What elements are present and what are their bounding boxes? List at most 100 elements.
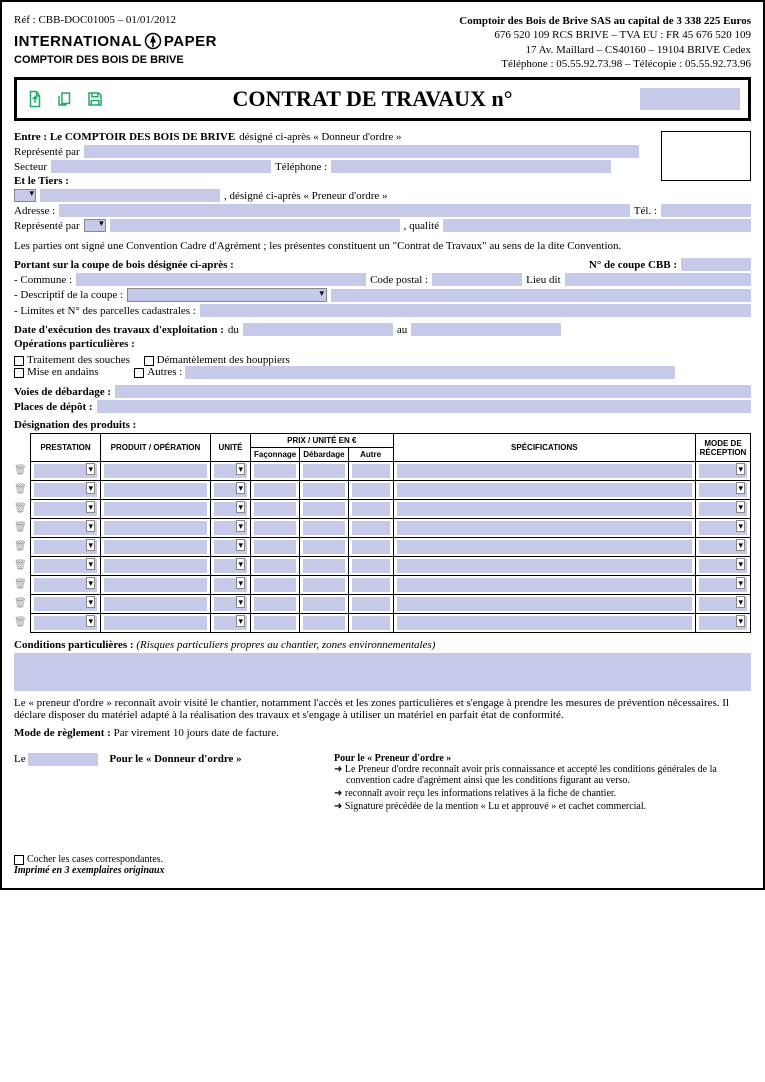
qualite-field[interactable] bbox=[443, 219, 751, 232]
date-du-field[interactable] bbox=[243, 323, 393, 336]
autre-field[interactable] bbox=[352, 616, 390, 630]
autre-field[interactable] bbox=[352, 540, 390, 554]
mode-select[interactable] bbox=[699, 521, 747, 535]
codepostal-field[interactable] bbox=[432, 273, 522, 286]
prestation-select[interactable] bbox=[34, 597, 97, 611]
prestation-select[interactable] bbox=[34, 464, 97, 478]
spec-field[interactable] bbox=[397, 464, 692, 478]
adresse-field[interactable] bbox=[59, 204, 630, 217]
mode-select[interactable] bbox=[699, 559, 747, 573]
produit-field[interactable] bbox=[104, 559, 207, 573]
conditions-field[interactable] bbox=[14, 653, 751, 691]
unite-select[interactable] bbox=[214, 502, 247, 516]
spec-field[interactable] bbox=[397, 578, 692, 592]
faconnage-field[interactable] bbox=[254, 464, 296, 478]
mode-select[interactable] bbox=[699, 578, 747, 592]
secteur-field[interactable] bbox=[51, 160, 271, 173]
mode-select[interactable] bbox=[699, 540, 747, 554]
spec-field[interactable] bbox=[397, 540, 692, 554]
produit-field[interactable] bbox=[104, 597, 207, 611]
delete-row-icon[interactable]: 🗑 bbox=[14, 617, 26, 628]
debardage-field[interactable] bbox=[303, 559, 344, 573]
date-au-field[interactable] bbox=[411, 323, 561, 336]
unite-select[interactable] bbox=[214, 464, 247, 478]
produit-field[interactable] bbox=[104, 502, 207, 516]
autre-field[interactable] bbox=[352, 597, 390, 611]
delete-row-icon[interactable]: 🗑 bbox=[14, 522, 26, 533]
save-icon[interactable] bbox=[85, 89, 105, 109]
lieudit-field[interactable] bbox=[565, 273, 751, 286]
telephone-field[interactable] bbox=[331, 160, 611, 173]
autre-field[interactable] bbox=[352, 483, 390, 497]
autre-field[interactable] bbox=[352, 502, 390, 516]
prestation-select[interactable] bbox=[34, 502, 97, 516]
prestation-select[interactable] bbox=[34, 616, 97, 630]
prestation-select[interactable] bbox=[34, 483, 97, 497]
spec-field[interactable] bbox=[397, 597, 692, 611]
delete-row-icon[interactable]: 🗑 bbox=[14, 484, 26, 495]
descriptif-field[interactable] bbox=[331, 289, 751, 302]
unite-select[interactable] bbox=[214, 540, 247, 554]
mode-select[interactable] bbox=[699, 597, 747, 611]
autre-field[interactable] bbox=[352, 578, 390, 592]
mode-select[interactable] bbox=[699, 616, 747, 630]
debardage-field[interactable] bbox=[303, 502, 344, 516]
delete-row-icon[interactable]: 🗑 bbox=[14, 598, 26, 609]
unite-select[interactable] bbox=[214, 616, 247, 630]
faconnage-field[interactable] bbox=[254, 578, 296, 592]
faconnage-field[interactable] bbox=[254, 597, 296, 611]
repres-title-select[interactable] bbox=[84, 219, 106, 232]
sig-date-field[interactable] bbox=[28, 753, 98, 766]
voies-field[interactable] bbox=[115, 385, 751, 398]
delete-row-icon[interactable]: 🗑 bbox=[14, 541, 26, 552]
copy-icon[interactable] bbox=[55, 89, 75, 109]
spec-field[interactable] bbox=[397, 521, 692, 535]
unite-select[interactable] bbox=[214, 578, 247, 592]
delete-row-icon[interactable]: 🗑 bbox=[14, 503, 26, 514]
faconnage-field[interactable] bbox=[254, 616, 296, 630]
commune-field[interactable] bbox=[76, 273, 366, 286]
unite-select[interactable] bbox=[214, 559, 247, 573]
produit-field[interactable] bbox=[104, 540, 207, 554]
chk-demantelement[interactable] bbox=[144, 356, 154, 366]
produit-field[interactable] bbox=[104, 521, 207, 535]
mode-select[interactable] bbox=[699, 502, 747, 516]
delete-row-icon[interactable]: 🗑 bbox=[14, 465, 26, 476]
unite-select[interactable] bbox=[214, 521, 247, 535]
prestation-select[interactable] bbox=[34, 521, 97, 535]
limites-field[interactable] bbox=[200, 304, 751, 317]
produit-field[interactable] bbox=[104, 578, 207, 592]
faconnage-field[interactable] bbox=[254, 559, 296, 573]
produit-field[interactable] bbox=[104, 483, 207, 497]
unite-select[interactable] bbox=[214, 483, 247, 497]
faconnage-field[interactable] bbox=[254, 521, 296, 535]
prestation-select[interactable] bbox=[34, 559, 97, 573]
descriptif-select[interactable] bbox=[127, 288, 327, 302]
chk-autres[interactable] bbox=[134, 368, 144, 378]
coupe-cbb-field[interactable] bbox=[681, 258, 751, 271]
repres-field-1[interactable] bbox=[84, 145, 639, 158]
mode-select[interactable] bbox=[699, 464, 747, 478]
autre-field[interactable] bbox=[352, 559, 390, 573]
delete-row-icon[interactable]: 🗑 bbox=[14, 560, 26, 571]
export-icon[interactable] bbox=[25, 89, 45, 109]
debardage-field[interactable] bbox=[303, 521, 344, 535]
debardage-field[interactable] bbox=[303, 578, 344, 592]
prestation-select[interactable] bbox=[34, 578, 97, 592]
repres-name-field[interactable] bbox=[110, 219, 400, 232]
chk-andains[interactable] bbox=[14, 368, 24, 378]
faconnage-field[interactable] bbox=[254, 540, 296, 554]
spec-field[interactable] bbox=[397, 483, 692, 497]
autres-field[interactable] bbox=[185, 366, 675, 379]
prestation-select[interactable] bbox=[34, 540, 97, 554]
autre-field[interactable] bbox=[352, 464, 390, 478]
mode-select[interactable] bbox=[699, 483, 747, 497]
debardage-field[interactable] bbox=[303, 464, 344, 478]
produit-field[interactable] bbox=[104, 464, 207, 478]
tiers-name-field[interactable] bbox=[40, 189, 220, 202]
faconnage-field[interactable] bbox=[254, 483, 296, 497]
produit-field[interactable] bbox=[104, 616, 207, 630]
chk-traitement[interactable] bbox=[14, 356, 24, 366]
faconnage-field[interactable] bbox=[254, 502, 296, 516]
unite-select[interactable] bbox=[214, 597, 247, 611]
